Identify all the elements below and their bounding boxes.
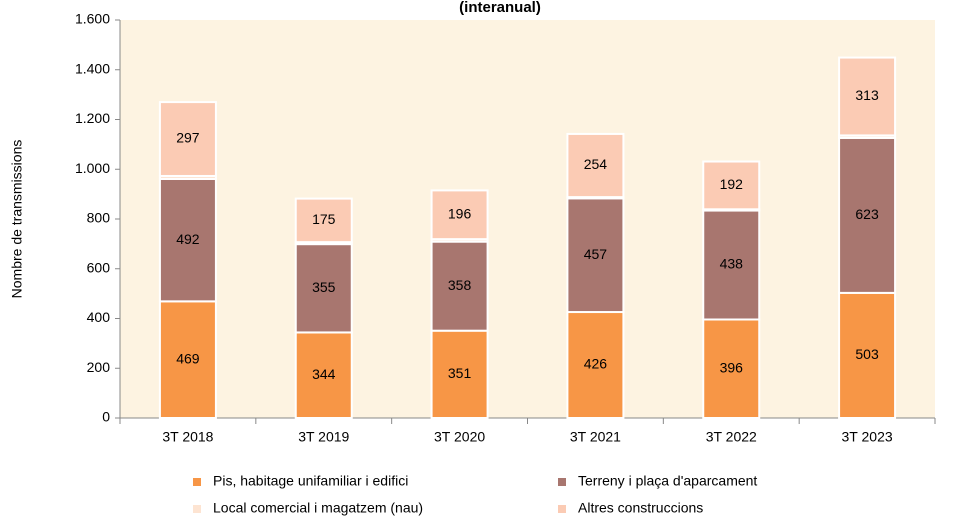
- y-tick-label: 0: [102, 409, 110, 425]
- bar-segment: [430, 240, 489, 332]
- data-label: 297: [176, 130, 200, 146]
- bar-segment: [566, 311, 625, 419]
- bar-segment: [702, 160, 761, 211]
- data-label: 344: [312, 366, 336, 382]
- y-tick-label: 1.200: [75, 110, 110, 126]
- y-tick-label: 200: [87, 359, 111, 375]
- data-label: 358: [448, 277, 472, 293]
- y-tick-label: 1.600: [75, 11, 110, 27]
- bar-segment: [430, 189, 489, 241]
- legend-marker: [558, 505, 566, 513]
- data-label: 503: [855, 346, 879, 362]
- data-label: 192: [720, 176, 744, 192]
- legend-marker: [558, 478, 566, 486]
- legend-label: Local comercial i magatzem (nau): [213, 500, 423, 516]
- data-label: 196: [448, 205, 472, 221]
- data-label: 623: [855, 206, 879, 222]
- legend-label: Altres construccions: [578, 500, 703, 516]
- plot-area: [120, 20, 935, 418]
- data-label: 396: [720, 359, 744, 375]
- data-label: 426: [584, 356, 608, 372]
- bar-segment: [838, 56, 897, 137]
- data-label: 438: [720, 256, 744, 272]
- bar-segment: [702, 209, 761, 321]
- y-tick-label: 400: [87, 309, 111, 325]
- x-tick-label: 3T 2022: [706, 429, 757, 445]
- legend-label: Terreny i plaça d'aparcament: [578, 473, 757, 489]
- x-tick-label: 3T 2021: [570, 429, 621, 445]
- data-label: 254: [584, 156, 608, 172]
- y-tick-label: 800: [87, 210, 111, 226]
- bar-segment: [566, 132, 625, 199]
- x-tick-label: 3T 2020: [434, 429, 485, 445]
- bar-segment: [702, 318, 761, 419]
- legend-label: Pis, habitage unifamiliar i edifici: [213, 473, 408, 489]
- x-tick-label: 3T 2023: [842, 429, 893, 445]
- bar-segment: [838, 291, 897, 419]
- bar-segment: [430, 329, 489, 419]
- y-tick-label: 1.400: [75, 60, 110, 76]
- data-label: 355: [312, 279, 336, 295]
- bar-segment: [294, 197, 353, 244]
- y-axis-label: Nombre de transmissions: [9, 140, 25, 299]
- legend-marker: [193, 478, 201, 486]
- data-label: 351: [448, 365, 472, 381]
- data-label: 175: [312, 211, 336, 227]
- data-label: 313: [855, 87, 879, 103]
- chart-title: (interanual): [459, 0, 541, 16]
- y-tick-label: 600: [87, 259, 111, 275]
- bar-segment: [838, 136, 897, 294]
- x-tick-label: 3T 2019: [298, 429, 349, 445]
- data-label: 469: [176, 350, 200, 366]
- bar-segment: [158, 101, 217, 177]
- x-tick-label: 3T 2018: [162, 429, 213, 445]
- data-label: 492: [176, 231, 200, 247]
- y-tick-label: 1.000: [75, 160, 110, 176]
- data-label: 457: [584, 246, 608, 262]
- legend-marker: [193, 505, 201, 513]
